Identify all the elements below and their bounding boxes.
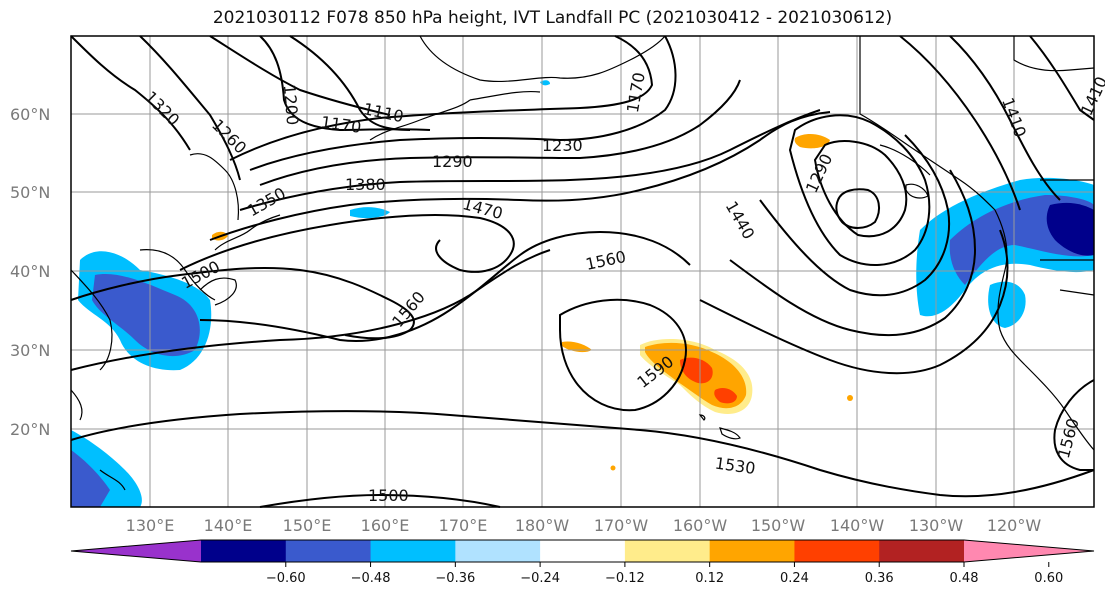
colorbar-tick-label: −0.36 (435, 571, 475, 586)
ivt-positive-shading (212, 134, 853, 471)
colorbar-segment (455, 540, 541, 562)
colorbar-tick-label: −0.24 (520, 571, 560, 586)
contour-label: 1200 (280, 84, 302, 126)
lon-label: 150°E (283, 516, 332, 535)
lon-label: 140°W (830, 516, 885, 535)
colorbar-tick-label: 0.60 (1034, 571, 1063, 586)
colorbar-tick-label: −0.60 (266, 571, 306, 586)
lat-label: 50°N (10, 183, 50, 202)
colorbar-segment (879, 540, 965, 562)
colorbar-segment (370, 540, 456, 562)
contour-label: 1230 (542, 136, 583, 155)
colorbar-extend-low (71, 540, 201, 562)
lat-label: 60°N (10, 105, 50, 124)
contour-label: 1500 (368, 486, 409, 505)
coastlines (70, 35, 1095, 491)
longitude-labels: 130°E 140°E 150°E 160°E 170°E 180°W 170°… (126, 516, 1042, 535)
colorbar: −0.60 −0.48 −0.36 −0.24 −0.12 0.12 0.24 0.36 0.4… (70, 539, 1095, 586)
map-frame (70, 35, 1095, 508)
lon-label: 160°E (361, 516, 410, 535)
lon-label: 130°E (126, 516, 175, 535)
latitude-labels: 60°N 50°N 40°N 30°N 20°N (10, 105, 50, 439)
map-title: 2021030112 F078 850 hPa height, IVT Land… (212, 8, 893, 28)
lon-label: 180°W (515, 516, 570, 535)
lon-label: 140°E (204, 516, 253, 535)
colorbar-tick-label: 0.12 (695, 571, 724, 586)
lat-label: 40°N (10, 262, 50, 281)
lon-label: 130°W (909, 516, 964, 535)
height-contours (70, 35, 1095, 508)
colorbar-segment (794, 540, 880, 562)
colorbar-tick-label: −0.12 (605, 571, 645, 586)
colorbar-segment (285, 540, 372, 562)
lon-label: 170°W (594, 516, 649, 535)
lat-label: 30°N (10, 341, 50, 360)
colorbar-tick-label: −0.48 (351, 571, 391, 586)
colorbar-outline (70, 539, 1095, 563)
colorbar-tick-label: 0.48 (950, 571, 979, 586)
map-panel: 1320 1260 1200 1170 1110 1170 1290 1230 … (70, 35, 1105, 508)
colorbar-extend-high (964, 540, 1094, 562)
colorbar-segment (709, 540, 795, 562)
lon-label: 120°W (987, 516, 1042, 535)
colorbar-tick-label: 0.24 (780, 571, 809, 586)
colorbar-tick-label: 0.36 (865, 571, 894, 586)
contour-label: 1290 (432, 152, 473, 171)
lon-label: 150°W (751, 516, 806, 535)
colorbar-segment (624, 540, 711, 562)
colorbar-segment (540, 540, 626, 562)
colorbar-segment (201, 540, 287, 562)
lon-label: 160°W (673, 516, 728, 535)
lon-label: 170°E (439, 516, 488, 535)
lat-label: 20°N (10, 420, 50, 439)
contour-label: 1380 (345, 175, 386, 194)
